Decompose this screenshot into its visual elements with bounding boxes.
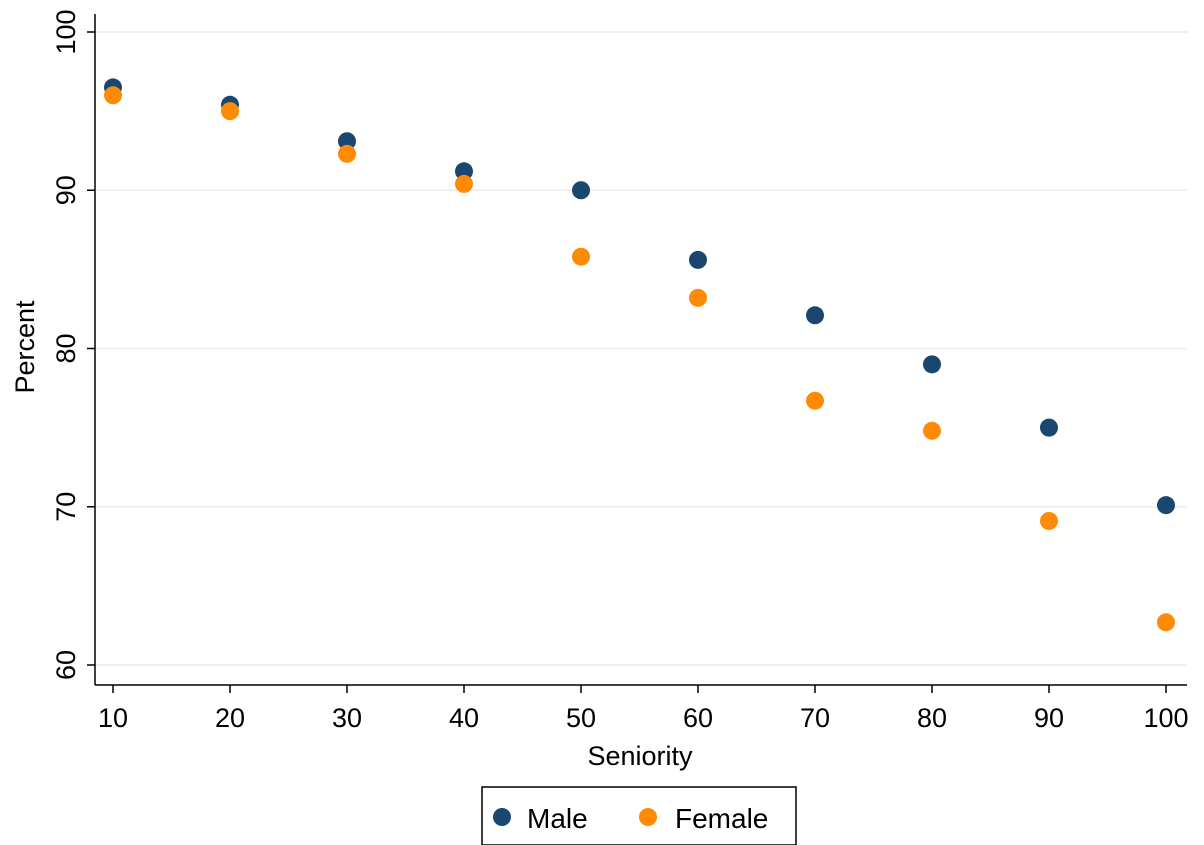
y-tick-label: 70 [51,492,81,522]
x-axis-title: Seniority [587,741,693,771]
x-tick-label: 40 [449,703,479,733]
legend-marker-male [493,808,511,826]
x-tick-label: 60 [683,703,713,733]
point-male-40 [455,162,473,181]
legend: Male Female [481,786,797,845]
point-female-10 [104,86,122,105]
legend-label-female: Female [675,803,768,834]
point-female-60 [689,288,707,307]
point-male-80 [923,355,941,374]
y-tick-label: 80 [51,333,81,363]
point-male-50 [572,181,590,200]
point-female-30 [338,144,356,163]
point-female-20 [221,102,239,121]
point-male-60 [689,250,707,269]
x-tick-label: 90 [1034,703,1064,733]
data-points [104,78,1175,632]
point-female-70 [806,391,824,410]
point-male-90 [1040,418,1058,437]
point-male-70 [806,306,824,325]
point-male-100 [1157,496,1175,515]
x-tick-label: 70 [800,703,830,733]
point-female-90 [1040,511,1058,530]
x-tick-label: 50 [566,703,596,733]
y-axis-ticks: 60 70 80 90 100 [51,9,95,680]
legend-box [481,786,797,845]
point-female-50 [572,247,590,266]
x-tick-label: 100 [1143,703,1188,733]
gridlines [95,31,1187,666]
x-tick-label: 10 [98,703,128,733]
axes [94,14,1187,686]
point-female-100 [1157,613,1175,632]
x-tick-label: 20 [215,703,245,733]
x-axis-ticks: 10 20 30 40 50 60 70 80 90 100 [98,685,1189,733]
x-tick-label: 30 [332,703,362,733]
point-female-40 [455,174,473,193]
legend-label-male: Male [527,803,588,834]
legend-marker-female [639,808,657,826]
y-tick-label: 60 [51,650,81,680]
y-tick-label: 90 [51,175,81,205]
point-female-80 [923,421,941,440]
y-tick-label: 100 [51,9,81,54]
x-tick-label: 80 [917,703,947,733]
point-male-30 [338,132,356,151]
y-axis-title: Percent [10,300,40,394]
